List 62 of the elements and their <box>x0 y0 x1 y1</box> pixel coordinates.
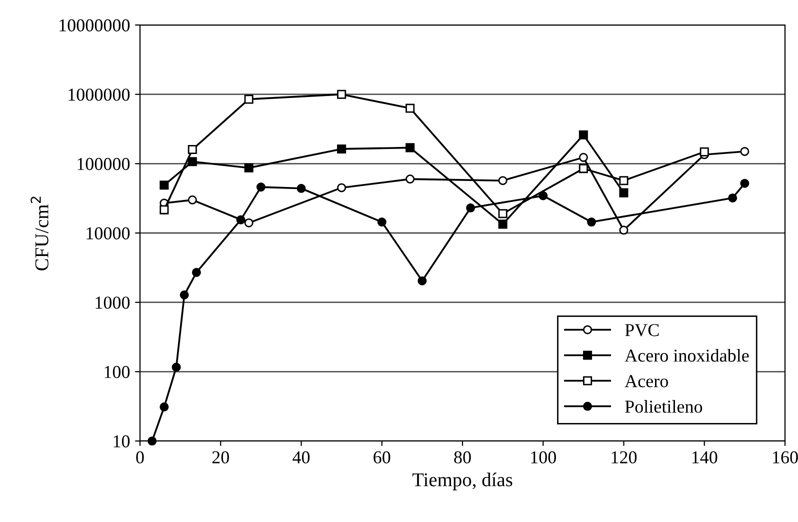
point <box>619 176 628 186</box>
point <box>188 157 197 166</box>
y-tick-label: 1000 <box>96 296 130 309</box>
point <box>172 362 181 372</box>
point <box>244 218 254 228</box>
point <box>337 183 346 192</box>
point <box>578 152 588 162</box>
point <box>192 268 201 277</box>
x-tick-label: 0 <box>136 451 144 464</box>
point <box>498 176 508 186</box>
point <box>578 164 588 174</box>
point <box>498 220 508 229</box>
legend-label: Acero <box>624 375 668 388</box>
point <box>244 163 254 172</box>
point <box>498 209 508 218</box>
legend-label: PVC <box>625 324 659 336</box>
x-axis-title: Tiempo, días <box>412 472 512 490</box>
point <box>160 180 169 190</box>
point <box>700 147 709 156</box>
point <box>406 143 415 152</box>
point <box>619 188 628 198</box>
point <box>418 276 427 286</box>
point <box>188 145 197 154</box>
x-tick-label: 60 <box>374 451 390 464</box>
x-tick-label: 140 <box>692 451 718 464</box>
point <box>377 218 386 227</box>
x-tick-label: 120 <box>612 451 637 464</box>
y-tick-label: 100000 <box>78 158 130 170</box>
point <box>180 290 189 300</box>
point <box>619 226 628 235</box>
y-axis-title: CFU/cm$^{2}$ <box>30 196 48 270</box>
x-tick-label: 80 <box>454 451 471 464</box>
point <box>406 174 415 184</box>
point <box>586 218 596 227</box>
y-tick-label: 100 <box>104 366 130 378</box>
point <box>256 182 266 192</box>
point <box>160 205 169 214</box>
y-tick-label: 10000 <box>86 227 130 240</box>
point <box>406 104 415 113</box>
legend-label: Polietileno <box>625 400 702 413</box>
point <box>337 90 346 99</box>
point <box>236 215 246 224</box>
point <box>578 130 588 140</box>
point <box>148 436 157 446</box>
point <box>466 203 476 212</box>
x-tick-label: 20 <box>212 451 229 464</box>
point <box>160 402 169 412</box>
point <box>538 191 548 200</box>
point <box>728 193 738 202</box>
point <box>337 144 346 154</box>
point <box>188 195 197 204</box>
legend-label: Acero inoxidable <box>624 349 749 362</box>
x-tick-label: 160 <box>773 451 798 464</box>
y-tick-label: 10000000 <box>60 19 130 32</box>
x-tick-label: 100 <box>531 451 556 464</box>
point <box>244 94 254 104</box>
point <box>740 146 750 156</box>
y-tick-label: 10 <box>114 435 130 448</box>
point <box>740 178 750 188</box>
y-tick-label: 1000000 <box>68 88 130 101</box>
point <box>296 184 306 193</box>
x-tick-label: 40 <box>292 451 310 464</box>
